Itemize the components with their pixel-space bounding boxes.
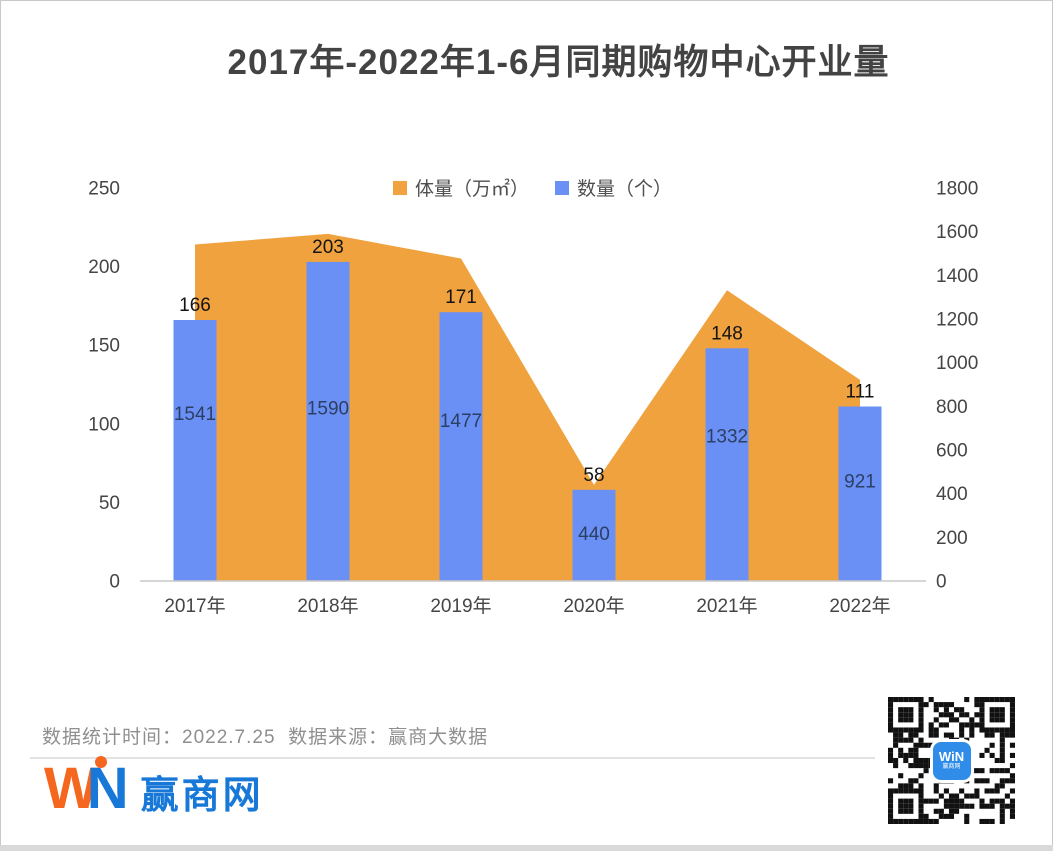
volume-swatch-icon [392, 180, 407, 195]
count-label: 171 [445, 287, 477, 308]
data-source-note: 数据统计时间：2022.7.25 数据来源：赢商大数据 [42, 727, 489, 748]
x-axis-label: 2019年 [430, 595, 491, 617]
right-axis-tick: 1600 [936, 222, 978, 243]
legend-item-volume: 体量（万㎡） [392, 174, 529, 201]
win-logo: W N 赢商网 [44, 756, 264, 821]
count-bar [838, 406, 882, 581]
count-label: 58 [583, 465, 604, 486]
logo-letter-n: N [86, 756, 129, 821]
bottom-border-strip [0, 845, 1053, 851]
count-bar [705, 348, 749, 581]
qr-badge-subtext: 赢商网 [942, 764, 961, 770]
footer-divider [30, 757, 875, 759]
count-bar [439, 312, 483, 581]
legend-label-count: 数量（个） [577, 179, 673, 200]
logo-chinese-name: 赢商网 [140, 775, 264, 817]
right-axis-tick: 1200 [936, 310, 978, 331]
x-axis-label: 2017年 [164, 595, 225, 617]
left-axis-tick: 200 [88, 257, 120, 278]
count-label: 166 [179, 295, 211, 316]
right-axis-tick: 0 [936, 572, 947, 593]
count-bar [572, 489, 616, 581]
right-axis-tick: 1400 [936, 266, 978, 287]
right-axis-tick: 400 [936, 484, 968, 505]
volume-label: 440 [578, 524, 610, 545]
chart-title: 2017年-2022年1-6月同期购物中心开业量 [227, 43, 890, 82]
count-bar [306, 261, 350, 581]
logo-letter-w: W [44, 756, 99, 821]
right-axis-tick: 200 [936, 528, 968, 549]
legend-item-count: 数量（个） [555, 174, 672, 201]
count-bar [173, 320, 217, 581]
left-axis-tick: 150 [88, 336, 120, 357]
count-label: 148 [711, 323, 743, 344]
logo-dot-icon [95, 756, 107, 768]
count-swatch-icon [555, 180, 569, 195]
right-axis-tick: 1800 [936, 179, 978, 200]
legend-label-volume: 体量（万㎡） [414, 179, 529, 200]
left-axis-tick: 50 [99, 493, 120, 514]
count-label: 111 [846, 382, 875, 403]
volume-label: 1590 [307, 398, 349, 419]
x-axis-label: 2020年 [563, 595, 624, 617]
qr-badge-text: WiN [938, 749, 965, 764]
volume-area [195, 233, 860, 581]
volume-label: 1477 [440, 411, 482, 432]
right-axis-tick: 1000 [936, 353, 978, 374]
volume-label: 1541 [174, 404, 216, 425]
right-axis-tick: 800 [936, 397, 968, 418]
volume-label: 1332 [706, 427, 748, 448]
volume-label: 921 [844, 472, 876, 493]
left-axis-tick: 250 [88, 179, 120, 200]
x-axis-label: 2018年 [297, 595, 358, 617]
x-axis-label: 2021年 [696, 595, 757, 617]
qr-code: WiN 赢商网 [888, 697, 1015, 824]
x-axis-label: 2022年 [829, 595, 890, 617]
chart-legend: 体量（万㎡） 数量（个） [12, 174, 1053, 201]
left-axis-tick: 100 [88, 414, 120, 435]
left-axis-tick: 0 [109, 572, 120, 593]
count-label: 203 [312, 237, 344, 258]
qr-center-badge: WiN 赢商网 [932, 741, 971, 780]
right-axis-tick: 600 [936, 441, 968, 462]
